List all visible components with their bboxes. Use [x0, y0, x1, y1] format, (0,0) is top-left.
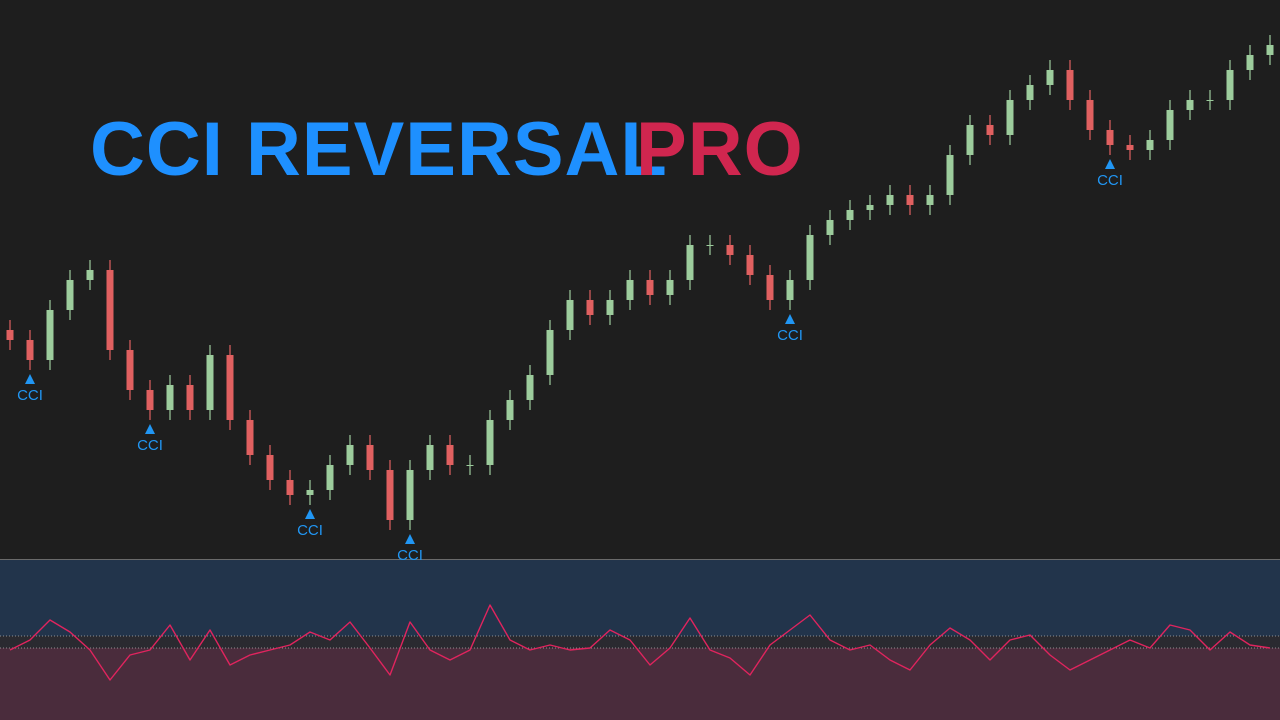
- chart-title-accent: PRO: [636, 107, 804, 192]
- cci-line: [9, 604, 1271, 681]
- candle-body: [1126, 145, 1134, 150]
- signal-label: CCI: [777, 327, 803, 344]
- chart-title: CCI REVERSAL: [90, 107, 668, 192]
- candle-body: [66, 280, 74, 310]
- oversold-zone: [0, 648, 1280, 720]
- candle-body: [526, 375, 534, 400]
- candle-body: [106, 270, 114, 350]
- candle-body: [566, 300, 574, 330]
- candle-body: [1226, 70, 1234, 100]
- oscillator: [0, 604, 1280, 681]
- signal-label: CCI: [1097, 172, 1123, 189]
- candle-body: [486, 420, 494, 465]
- candle-body: [166, 385, 174, 410]
- candle-body: [1106, 130, 1114, 145]
- candle-body: [706, 245, 714, 246]
- candle-body: [146, 390, 154, 410]
- candle-body: [746, 255, 754, 275]
- candle-body: [726, 245, 734, 255]
- signal-marker: [305, 509, 315, 519]
- candle-body: [266, 455, 274, 480]
- candle-body: [246, 420, 254, 455]
- candle-body: [366, 445, 374, 470]
- candle-body: [86, 270, 94, 280]
- candle-body: [826, 220, 834, 235]
- candle-body: [406, 470, 414, 520]
- candle-body: [626, 280, 634, 300]
- signal-marker: [405, 534, 415, 544]
- candle-body: [1266, 45, 1274, 55]
- overbought-zone: [0, 560, 1280, 636]
- candle-body: [1026, 85, 1034, 100]
- candle-body: [1166, 110, 1174, 140]
- candle-body: [346, 445, 354, 465]
- candle-body: [1066, 70, 1074, 100]
- price-pane: [0, 0, 1280, 560]
- candle-body: [786, 280, 794, 300]
- candle-body: [686, 245, 694, 280]
- candle-body: [906, 195, 914, 205]
- candle-body: [846, 210, 854, 220]
- candle-body: [606, 300, 614, 315]
- candle-body: [446, 445, 454, 465]
- candle-body: [426, 445, 434, 470]
- candle-body: [646, 280, 654, 295]
- signal-marker: [25, 374, 35, 384]
- candle-body: [586, 300, 594, 315]
- candle-body: [866, 205, 874, 210]
- candle-body: [766, 275, 774, 300]
- candle-body: [1006, 100, 1014, 135]
- candle-body: [806, 235, 814, 280]
- candles: CCI CCI CCI CCI CCI CCI: [6, 35, 1274, 564]
- signal-marker: [1105, 159, 1115, 169]
- candle-body: [1046, 70, 1054, 85]
- candle-body: [226, 355, 234, 420]
- candle-body: [546, 330, 554, 375]
- candle-body: [666, 280, 674, 295]
- candle-body: [46, 310, 54, 360]
- candle-body: [206, 355, 214, 410]
- candle-body: [886, 195, 894, 205]
- candle-body: [326, 465, 334, 490]
- candle-body: [26, 340, 34, 360]
- candle-body: [306, 490, 314, 495]
- candle-body: [946, 155, 954, 195]
- signal-label: CCI: [297, 522, 323, 539]
- candle-body: [1086, 100, 1094, 130]
- candle-body: [386, 470, 394, 520]
- candle-body: [1206, 100, 1214, 101]
- candle-body: [926, 195, 934, 205]
- signal-marker: [145, 424, 155, 434]
- neutral-zone: [0, 636, 1280, 648]
- signal-label: CCI: [137, 437, 163, 454]
- candle-body: [966, 125, 974, 155]
- candle-body: [6, 330, 14, 340]
- candle-body: [1246, 55, 1254, 70]
- candle-body: [466, 465, 474, 466]
- candle-body: [286, 480, 294, 495]
- candle-body: [506, 400, 514, 420]
- candle-body: [1146, 140, 1154, 150]
- candle-body: [186, 385, 194, 410]
- candle-body: [126, 350, 134, 390]
- signal-label: CCI: [17, 387, 43, 404]
- signal-marker: [785, 314, 795, 324]
- candle-body: [1186, 100, 1194, 110]
- signal-label: CCI: [397, 547, 423, 564]
- candle-body: [986, 125, 994, 135]
